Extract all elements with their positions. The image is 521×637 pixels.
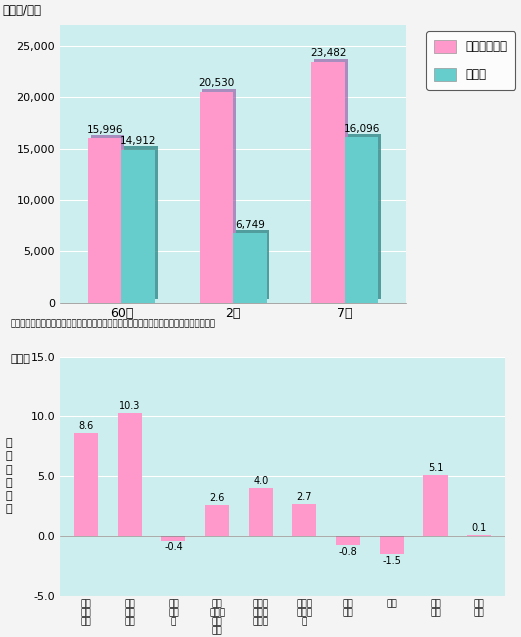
Text: -0.4: -0.4 (164, 543, 183, 552)
Bar (336, 536, 360, 545)
Text: 10.3: 10.3 (119, 401, 141, 411)
Text: 5.1: 5.1 (428, 463, 443, 473)
Bar (236, 230, 269, 299)
Text: 14,912: 14,912 (120, 136, 156, 146)
Bar (200, 92, 233, 303)
Bar (118, 413, 142, 536)
Bar (348, 134, 381, 299)
Bar (424, 475, 448, 536)
Text: -1.5: -1.5 (382, 555, 401, 566)
Bar (380, 536, 404, 554)
Bar (249, 488, 273, 536)
Bar (203, 89, 236, 299)
Bar (314, 59, 348, 299)
Text: 郵政省資料、産業連関表（総務庁）、産業連関表（延長表）（通商産業省）等により作成: 郵政省資料、産業連関表（総務庁）、産業連関表（延長表）（通商産業省）等により作成 (10, 320, 215, 329)
Text: 8.6: 8.6 (79, 421, 94, 431)
Bar (467, 534, 491, 536)
Text: （千円/人）: （千円/人） (3, 4, 42, 17)
Text: 23,482: 23,482 (310, 48, 346, 58)
Bar (91, 135, 124, 299)
Bar (88, 138, 121, 303)
Text: 2.6: 2.6 (209, 493, 225, 503)
Text: 20,530: 20,530 (199, 78, 234, 89)
Bar (124, 147, 158, 299)
Text: 6,749: 6,749 (235, 220, 265, 230)
Legend: 情報通信産業, 全産業: 情報通信産業, 全産業 (426, 31, 515, 90)
Bar (121, 150, 155, 303)
Text: 2.7: 2.7 (297, 492, 312, 502)
Bar (74, 433, 98, 536)
Bar (162, 536, 185, 541)
Text: 16,096: 16,096 (343, 124, 380, 134)
Text: -0.8: -0.8 (339, 547, 357, 557)
Bar (205, 505, 229, 536)
Text: 0.1: 0.1 (472, 523, 487, 533)
Text: 4.0: 4.0 (253, 476, 268, 486)
Text: 15,996: 15,996 (86, 125, 123, 135)
Bar (312, 62, 345, 303)
Text: （％）: （％） (10, 354, 30, 364)
Bar (233, 233, 267, 303)
Text: 年
平
均
成
長
率: 年 平 均 成 長 率 (5, 438, 12, 514)
Bar (345, 138, 378, 303)
Bar (292, 504, 316, 536)
